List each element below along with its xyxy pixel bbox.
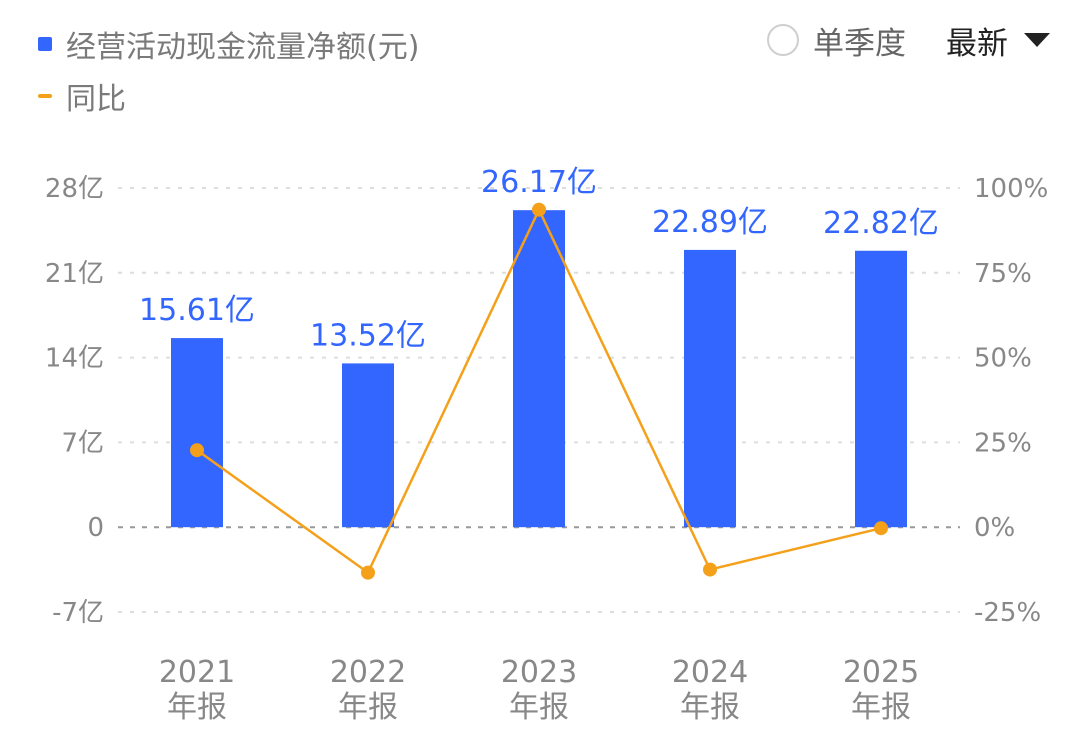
x-tick-type: 年报 (167, 690, 227, 725)
x-tick-type: 年报 (338, 690, 398, 725)
yoy-point (703, 562, 717, 577)
x-tick-year: 2021 (159, 655, 235, 690)
quarterly-radio[interactable] (767, 24, 799, 56)
y-left-tick-label: 14亿 (45, 344, 104, 374)
y-left-tick-label: -7亿 (52, 598, 104, 628)
yoy-point (532, 202, 546, 217)
quarterly-radio-label[interactable]: 单季度 (813, 25, 906, 62)
bar-data-label: 26.17亿 (481, 165, 597, 200)
x-tick-type: 年报 (680, 690, 740, 725)
y-left-tick-label: 28亿 (45, 174, 104, 204)
x-tick-type: 年报 (851, 690, 911, 725)
y-right-tick-label: 0% (974, 513, 1015, 543)
bar-data-label: 22.82亿 (823, 206, 939, 241)
x-tick-year: 2022 (330, 655, 406, 690)
bar (342, 363, 394, 528)
bar (513, 210, 565, 528)
y-left-tick-label: 0 (87, 513, 104, 543)
legend-item-bar: 经营活动现金流量净额(元) (38, 18, 419, 70)
y-right-tick-label: 75% (974, 259, 1032, 289)
y-left-tick-label: 7亿 (61, 428, 104, 458)
x-tick-year: 2025 (843, 655, 919, 690)
period-select[interactable]: 最新 (946, 25, 1008, 62)
yoy-point (874, 521, 888, 536)
x-tick-type: 年报 (509, 690, 569, 725)
bar-swatch-icon (38, 37, 52, 51)
bar-data-label: 13.52亿 (310, 318, 426, 353)
y-right-tick-label: 25% (974, 428, 1032, 458)
legend-item-line: 同比 (38, 70, 419, 122)
y-right-tick-label: -25% (974, 598, 1041, 628)
legend-line-label: 同比 (66, 82, 126, 117)
x-tick-year: 2023 (501, 655, 577, 690)
chevron-down-icon[interactable] (1024, 33, 1050, 47)
y-right-tick-label: 50% (974, 344, 1032, 374)
line-swatch-icon (38, 94, 52, 98)
bar (684, 249, 736, 528)
legend-bar-label: 经营活动现金流量净额(元) (66, 30, 420, 65)
bar-data-label: 15.61亿 (139, 293, 255, 328)
bar (171, 338, 223, 528)
bar-data-label: 22.89亿 (652, 205, 768, 240)
yoy-point (190, 443, 204, 458)
yoy-point (361, 565, 375, 580)
y-right-tick-label: 100% (974, 174, 1048, 204)
legend: 经营活动现金流量净额(元) 同比 (38, 18, 419, 122)
x-tick-year: 2024 (672, 655, 748, 690)
y-left-tick-label: 21亿 (45, 259, 104, 289)
chart-controls: 单季度 最新 (767, 18, 1050, 62)
bar (855, 250, 907, 528)
